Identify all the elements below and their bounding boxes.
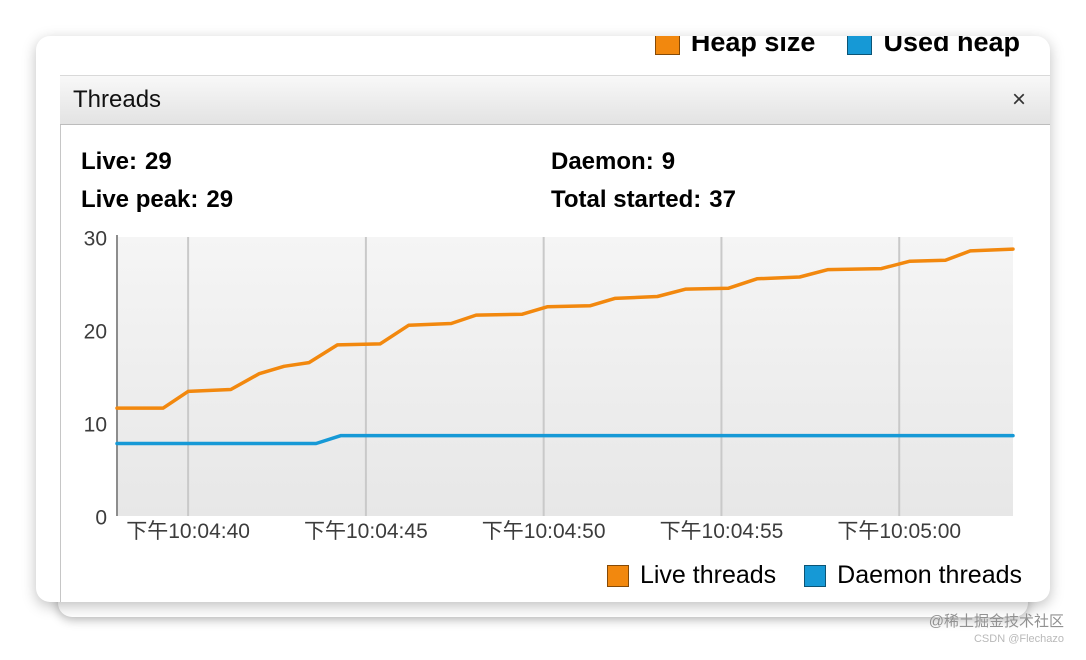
stat-live-peak: Live peak: 29 — [81, 186, 233, 214]
heap-size-label: Heap size — [690, 36, 816, 57]
stat-total-started: Total started: 37 — [551, 186, 736, 214]
plot-area — [117, 237, 1013, 516]
stat-live-value: 29 — [145, 148, 172, 175]
legend-item-heap-size: Heap size — [654, 36, 816, 58]
threads-panel-header: Threads × — [60, 75, 1050, 125]
series-daemon-threads — [115, 433, 1015, 446]
y-tick-label: 0 — [95, 507, 107, 530]
heap-chart-legend: Heap size Used heap — [654, 36, 1020, 58]
stat-live-peak-label: Live peak: — [81, 186, 199, 213]
daemon-threads-swatch — [804, 564, 827, 587]
stat-total-started-label: Total started: — [551, 186, 702, 213]
panel-title: Threads — [73, 86, 162, 113]
y-tick-label: 10 — [84, 414, 107, 437]
heap-size-swatch — [654, 36, 680, 55]
used-heap-label: Used heap — [883, 36, 1020, 57]
watermark-line1: @稀土掘金技术社区 — [928, 613, 1064, 630]
watermark-line2: CSDN @Flechazo — [973, 632, 1064, 645]
stat-total-started-value: 37 — [709, 186, 736, 213]
y-tick-label: 20 — [84, 321, 107, 344]
monitor-window: Heap size Used heap Threads × Live: 29 Da… — [36, 36, 1050, 602]
x-tick-label: 下午10:04:55 — [660, 520, 784, 543]
x-tick-label: 下午10:04:45 — [304, 520, 428, 543]
stat-live-label: Live: — [81, 148, 138, 175]
x-tick-label: 下午10:04:40 — [126, 520, 250, 543]
legend-item-live-threads: Live threads — [606, 561, 777, 590]
threads-chart: 0 10 20 30 下午10:04:40 下午10:04:45 下午10:04:50 下午1… — [84, 231, 1015, 543]
watermark: @稀土掘金技术社区 CSDN @Flechazo — [929, 612, 1064, 646]
legend-item-used-heap: Used heap — [847, 36, 1020, 58]
stat-daemon: Daemon: 9 — [551, 148, 675, 176]
stat-daemon-value: 9 — [661, 148, 676, 175]
live-threads-label: Live threads — [639, 561, 777, 589]
x-tick-label: 下午10:04:50 — [482, 520, 606, 543]
stat-daemon-label: Daemon: — [551, 148, 654, 175]
x-tick-label: 下午10:05:00 — [837, 520, 961, 543]
threads-chart-legend: Live threads Daemon threads — [606, 561, 1022, 590]
used-heap-swatch — [847, 36, 873, 55]
close-icon[interactable]: × — [1011, 86, 1026, 113]
panel-left-border — [60, 75, 61, 602]
live-threads-swatch — [606, 564, 629, 587]
daemon-threads-label: Daemon threads — [837, 561, 1022, 589]
y-tick-label: 30 — [84, 231, 107, 251]
series-live-threads — [115, 247, 1015, 410]
stat-live-peak-value: 29 — [206, 186, 234, 213]
legend-item-daemon-threads: Daemon threads — [804, 561, 1022, 590]
stat-live: Live: 29 — [81, 148, 172, 176]
